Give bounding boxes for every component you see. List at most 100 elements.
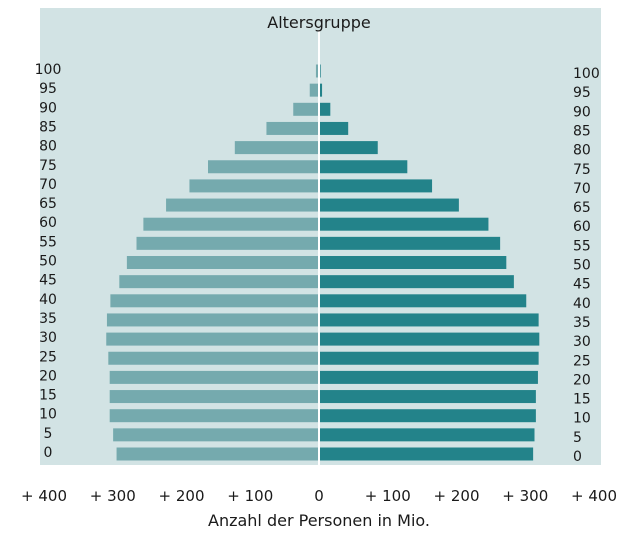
x-tick-label: + 400 <box>571 487 617 505</box>
bar-left-age-100 <box>315 64 318 78</box>
bar-right-age-65 <box>320 198 459 212</box>
bar-left-age-70 <box>189 179 318 193</box>
bar-right-age-100 <box>320 64 321 78</box>
bar-left-age-30 <box>106 332 318 346</box>
right-age-label-25: 25 <box>573 353 591 369</box>
right-age-label-60: 60 <box>573 219 591 235</box>
right-age-label-30: 30 <box>573 334 591 350</box>
right-age-label-100: 100 <box>573 66 600 82</box>
x-axis-tick-labels: + 400 + 300 + 200 + 100 0 + 100 + 200 + 300 + 40… <box>21 487 617 505</box>
bar-left-age-80 <box>234 141 318 155</box>
bar-right-age-40 <box>320 294 527 308</box>
bar-right-age-90 <box>320 102 331 116</box>
bar-right-age-45 <box>320 275 514 289</box>
bar-left-age-15 <box>109 390 318 404</box>
bar-left-age-45 <box>119 275 318 289</box>
x-tick-label: + 100 <box>227 487 273 505</box>
left-age-label-65: 65 <box>39 196 57 212</box>
bar-right-age-55 <box>320 236 501 250</box>
right-age-label-15: 15 <box>573 392 591 408</box>
right-age-labels: 0 5 10 15 20 25 30 35 40 45 50 55 60 65 70 75 80 85 90 95 10… <box>573 66 600 465</box>
bar-left-age-5 <box>113 428 319 442</box>
right-age-label-5: 5 <box>573 430 582 446</box>
x-tick-label: + 300 <box>502 487 548 505</box>
left-age-label-15: 15 <box>39 388 57 404</box>
bar-left-age-25 <box>108 351 318 365</box>
right-age-label-20: 20 <box>573 372 591 388</box>
x-tick-label: + 400 <box>21 487 67 505</box>
left-age-label-40: 40 <box>39 292 57 308</box>
left-age-label-75: 75 <box>39 158 57 174</box>
left-age-label-50: 50 <box>39 254 57 270</box>
bar-right-age-10 <box>320 409 536 423</box>
bar-right-age-30 <box>320 332 540 346</box>
bar-left-age-20 <box>109 370 318 384</box>
x-tick-label: + 200 <box>159 487 205 505</box>
bar-right-age-80 <box>320 141 378 155</box>
left-age-label-10: 10 <box>39 407 57 423</box>
bar-left-age-50 <box>126 256 319 269</box>
left-age-label-45: 45 <box>39 273 57 289</box>
bar-left-age-85 <box>266 121 318 135</box>
bar-right-age-70 <box>320 179 433 193</box>
left-age-label-95: 95 <box>39 81 57 97</box>
bar-right-age-75 <box>320 160 408 174</box>
bar-left-age-55 <box>136 236 318 250</box>
right-age-label-55: 55 <box>573 238 591 254</box>
bar-right-age-5 <box>320 428 535 442</box>
x-tick-label: + 300 <box>90 487 136 505</box>
bar-left-age-95 <box>309 83 318 97</box>
left-age-label-100: 100 <box>35 62 62 78</box>
bar-left-age-60 <box>143 217 319 231</box>
bar-left-age-65 <box>166 198 318 212</box>
right-age-label-40: 40 <box>573 296 591 312</box>
right-age-label-80: 80 <box>573 143 591 159</box>
bar-right-age-50 <box>320 256 507 269</box>
bar-right-age-95 <box>320 83 323 97</box>
right-age-label-70: 70 <box>573 181 591 197</box>
left-age-label-0: 0 <box>44 445 53 461</box>
bar-right-age-20 <box>320 370 538 384</box>
right-age-label-65: 65 <box>573 200 591 216</box>
bar-left-age-75 <box>208 160 318 174</box>
right-age-label-85: 85 <box>573 123 591 139</box>
bars-group <box>106 64 540 461</box>
right-age-label-50: 50 <box>573 258 591 274</box>
x-tick-label: + 100 <box>365 487 411 505</box>
bar-right-age-60 <box>320 217 489 231</box>
right-age-label-0: 0 <box>573 449 582 465</box>
left-age-labels: 0 5 10 15 20 25 30 35 40 45 50 55 60 65 70 75 80 85 90 95 10… <box>35 62 62 461</box>
left-age-label-5: 5 <box>44 426 53 442</box>
bar-right-age-15 <box>320 390 536 404</box>
left-age-label-80: 80 <box>39 139 57 155</box>
bar-left-age-35 <box>106 313 318 327</box>
bar-right-age-35 <box>320 313 539 327</box>
left-age-label-85: 85 <box>39 119 57 135</box>
bar-left-age-10 <box>109 409 318 423</box>
right-age-label-45: 45 <box>573 277 591 293</box>
left-age-label-20: 20 <box>39 368 57 384</box>
right-age-label-75: 75 <box>573 162 591 178</box>
left-age-label-90: 90 <box>39 100 57 116</box>
chart-title: Altersgruppe <box>267 13 370 32</box>
left-age-label-25: 25 <box>39 349 57 365</box>
left-age-label-60: 60 <box>39 215 57 231</box>
left-age-label-70: 70 <box>39 177 57 193</box>
bar-left-age-90 <box>293 102 318 116</box>
right-age-label-90: 90 <box>573 104 591 120</box>
bar-right-age-0 <box>320 447 534 461</box>
bar-left-age-40 <box>110 294 319 308</box>
bar-right-age-25 <box>320 351 539 365</box>
bar-left-age-0 <box>116 447 318 461</box>
right-age-label-95: 95 <box>573 85 591 101</box>
left-age-label-55: 55 <box>39 234 57 250</box>
right-age-label-10: 10 <box>573 411 591 427</box>
bar-right-age-85 <box>320 121 349 135</box>
left-age-label-30: 30 <box>39 330 57 346</box>
x-tick-label: 0 <box>314 487 324 505</box>
right-age-label-35: 35 <box>573 315 591 331</box>
left-age-label-35: 35 <box>39 311 57 327</box>
x-axis-label: Anzahl der Personen in Mio. <box>208 511 430 530</box>
